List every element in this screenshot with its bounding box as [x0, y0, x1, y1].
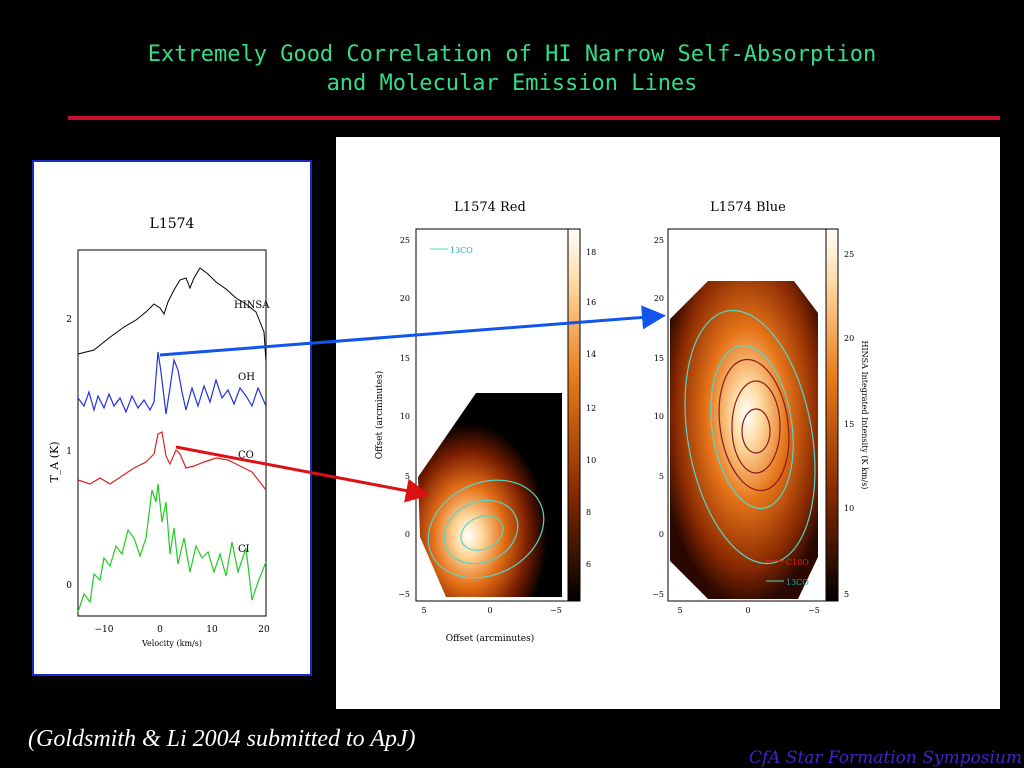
map-blue-contour-3: [718, 358, 790, 492]
title-divider: [68, 116, 1000, 120]
map-blue-x-neg5: −5: [808, 606, 820, 615]
map-blue-y-15: 15: [654, 354, 664, 363]
spectrum-frame: [77, 249, 267, 617]
map-blue-y-25: 25: [654, 236, 664, 245]
footer-symposium: CfA Star Formation Symposium: [748, 748, 1022, 768]
map-blue-cb-25: 25: [844, 250, 854, 259]
map-red-x-ticks: 5 0 −5: [421, 606, 561, 615]
map-red-contour-1: [427, 479, 545, 579]
hinsa-spectrum-line: [77, 267, 267, 363]
x-tick-10: 10: [206, 625, 218, 635]
blue-arrow: [159, 305, 666, 357]
co-spectrum-line: [77, 431, 267, 491]
map-blue-colorbar-label: HINSA Integrated Intensity (K km/s): [860, 341, 869, 490]
map-red-contour-3: [460, 515, 504, 551]
oh-spectrum-line: [77, 351, 267, 415]
map-blue-x-0: 0: [745, 606, 750, 615]
oh-label: OH: [238, 372, 255, 383]
map-blue-y-neg5: −5: [652, 590, 664, 599]
map-blue-colorbar: [825, 228, 839, 602]
maps-panel: L1574 Red 13CO 18 16 14 12 10 8 6 25 20 …: [336, 137, 1000, 709]
map-red-image: [418, 393, 562, 597]
x-tick-0: 0: [157, 625, 163, 635]
ci-label: CI: [238, 544, 250, 555]
y-tick-0: 0: [66, 581, 72, 591]
map-red-x-0: 0: [487, 606, 492, 615]
map-blue-y-ticks: 25 20 15 10 5 0 −5: [652, 236, 664, 599]
citation: (Goldsmith & Li 2004 submitted to ApJ): [28, 726, 416, 752]
hinsa-label: HINSA: [234, 300, 270, 311]
map-red-cb-14: 14: [586, 350, 596, 359]
y-tick-1: 1: [66, 447, 72, 457]
map-red-y-15: 15: [400, 354, 410, 363]
spectrum-title: L1574: [150, 216, 195, 232]
spectrum-xlabel: Velocity (km/s): [141, 639, 202, 648]
map-blue-y-10: 10: [654, 412, 664, 421]
red-arrow: [175, 445, 430, 503]
slide-title: Extremely Good Correlation of HI Narrow …: [0, 40, 1024, 98]
spectrum-ylabel: T_A (K): [48, 441, 61, 482]
map-blue-title: L1574 Blue: [710, 200, 786, 215]
map-blue-cb-20: 20: [844, 334, 854, 343]
map-red-legend: 13CO: [450, 246, 473, 255]
map-red-cb-6: 6: [586, 560, 591, 569]
map-red-y-10: 10: [400, 412, 410, 421]
map-blue-legend-c18o: C18O: [786, 558, 809, 567]
map-red-cb-16: 16: [586, 298, 596, 307]
map-blue-contour-5: [741, 408, 771, 454]
maps-figure: L1574 Red 13CO 18 16 14 12 10 8 6 25 20 …: [374, 200, 869, 644]
map-red-cb-8: 8: [586, 508, 591, 517]
map-red-y-20: 20: [400, 294, 410, 303]
map-blue-y-5: 5: [659, 472, 664, 481]
map-red-cb-18: 18: [586, 248, 596, 257]
map-blue-contour-1: [684, 309, 816, 565]
co-label: CO: [238, 450, 254, 461]
map-red-x-5: 5: [421, 606, 426, 615]
map-blue-legend-13co: 13CO: [786, 578, 809, 587]
y-tick-2: 2: [66, 315, 72, 325]
map-red-cb-12: 12: [586, 404, 596, 413]
slide-title-line2: and Molecular Emission Lines: [326, 71, 698, 96]
map-blue-contour-4: [731, 380, 781, 474]
slide-title-line1: Extremely Good Correlation of HI Narrow …: [147, 42, 877, 67]
map-red-cb-10: 10: [586, 456, 596, 465]
map-blue-image: [670, 281, 818, 599]
map-blue-x-ticks: 5 0 −5: [677, 606, 819, 615]
map-red-ylabel: Offset (arcminutes): [374, 371, 385, 460]
x-tick-20: 20: [258, 625, 270, 635]
map-red-colorbar-ticks: 18 16 14 12 10 8 6: [586, 248, 596, 569]
spectrum-panel: L1574 HINSA OH CO CI 2 1 0 T_A (K) −10 0…: [32, 160, 312, 676]
x-tick-neg10: −10: [95, 625, 114, 635]
spectrum-figure: L1574 HINSA OH CO CI 2 1 0 T_A (K) −10 0…: [48, 216, 270, 648]
map-red-contour-2: [443, 499, 519, 565]
map-red-title: L1574 Red: [454, 200, 526, 215]
map-red-y-0: 0: [405, 530, 410, 539]
map-red-xlabel: Offset (arcminutes): [446, 633, 535, 644]
map-blue-colorbar-ticks: 25 20 15 10 5: [844, 250, 854, 599]
map-red-y-neg5: −5: [398, 590, 410, 599]
map-blue-y-20: 20: [654, 294, 664, 303]
map-red-y-ticks: 25 20 15 10 5 0 −5: [398, 236, 410, 599]
map-red-y-5: 5: [405, 472, 410, 481]
map-blue-cb-15: 15: [844, 420, 854, 429]
ci-spectrum-line: [77, 483, 267, 613]
map-blue-x-5: 5: [677, 606, 682, 615]
map-blue-y-0: 0: [659, 530, 664, 539]
map-blue-cb-5: 5: [844, 590, 849, 599]
map-blue-cb-10: 10: [844, 504, 854, 513]
map-red-x-neg5: −5: [550, 606, 562, 615]
map-red-y-25: 25: [400, 236, 410, 245]
map-blue-contour-2: [710, 345, 794, 509]
